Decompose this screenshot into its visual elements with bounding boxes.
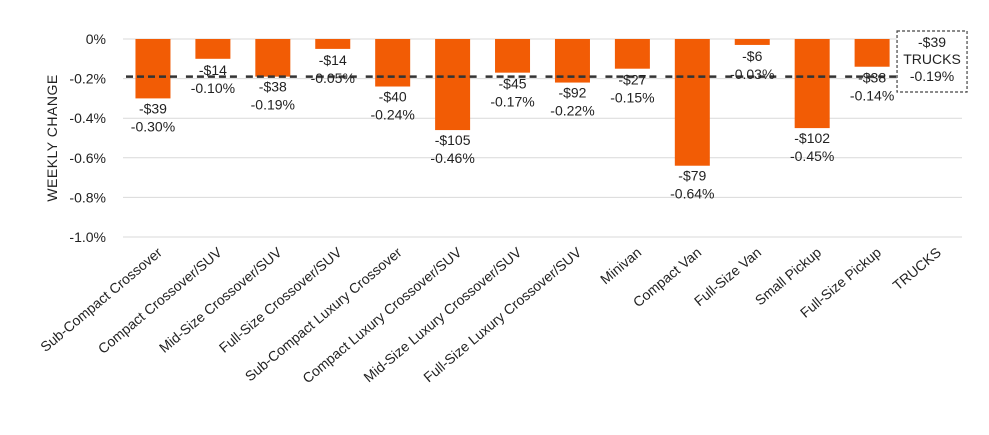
data-label-percent: -0.19% <box>251 97 295 113</box>
data-label-percent: -0.15% <box>610 90 654 106</box>
bar <box>854 39 890 67</box>
bar <box>435 39 471 131</box>
data-labels: -$39 -0.30% -$14 -0.10% -$38 -0.19% -$14 -0.05%… <box>131 48 895 202</box>
data-label-percent: -0.14% <box>850 88 894 104</box>
trucks-average-text: -0.19% <box>910 68 954 84</box>
y-tick-label: -0.4% <box>69 110 106 126</box>
data-label-percent: -0.05% <box>311 70 355 86</box>
y-tick-label: -0.8% <box>69 189 106 205</box>
trucks-average-text: -$39 <box>918 34 946 50</box>
bar <box>195 39 231 59</box>
trucks-average-box-frame <box>896 30 968 93</box>
bar <box>674 39 710 166</box>
bar <box>614 39 650 69</box>
data-label-percent: -0.10% <box>191 80 235 96</box>
data-label-dollar: -$39 <box>139 100 167 116</box>
data-label-dollar: -$38 <box>858 70 886 86</box>
gridlines <box>123 38 962 238</box>
bars <box>135 39 890 166</box>
data-label-percent: -0.17% <box>490 94 534 110</box>
data-label-percent: -0.30% <box>131 118 175 134</box>
data-label-dollar: -$6 <box>742 48 762 64</box>
data-label-percent: -0.46% <box>430 150 474 166</box>
trucks-average-text: TRUCKS <box>903 51 961 67</box>
bar <box>375 39 411 87</box>
bar <box>135 39 171 99</box>
data-label-dollar: -$40 <box>379 89 407 105</box>
y-tick-label: -0.2% <box>69 71 106 87</box>
bar <box>315 39 351 49</box>
y-tick-label: -1.0% <box>69 229 106 245</box>
y-axis-ticks: 0% -0.2% -0.4% -0.6% -0.8% -1.0% <box>69 31 106 245</box>
data-label-dollar: -$92 <box>558 85 586 101</box>
data-label-dollar: -$102 <box>794 130 830 146</box>
data-label-percent: -0.24% <box>370 107 414 123</box>
data-label-percent: -0.03% <box>730 66 774 82</box>
data-label-dollar: -$14 <box>199 62 227 78</box>
bar <box>794 39 830 129</box>
data-label-dollar: -$27 <box>618 72 646 88</box>
data-label-percent: -0.64% <box>670 186 714 202</box>
bar <box>255 39 291 77</box>
y-tick-label: 0% <box>86 31 106 47</box>
x-category-label: Minivan <box>597 244 644 287</box>
bar <box>495 39 531 73</box>
data-label-dollar: -$38 <box>259 79 287 95</box>
data-label-percent: -0.22% <box>550 103 594 119</box>
data-label-dollar: -$105 <box>435 132 471 148</box>
data-label-percent: -0.45% <box>790 148 834 164</box>
bar <box>734 39 770 45</box>
y-axis-label: WEEKLY CHANGE <box>44 74 60 201</box>
x-category-label: TRUCKS <box>890 244 944 293</box>
data-label-dollar: -$79 <box>678 168 706 184</box>
bar <box>554 39 590 83</box>
data-label-dollar: -$14 <box>319 52 347 68</box>
data-label-dollar: -$45 <box>499 76 527 92</box>
y-tick-label: -0.6% <box>69 150 106 166</box>
